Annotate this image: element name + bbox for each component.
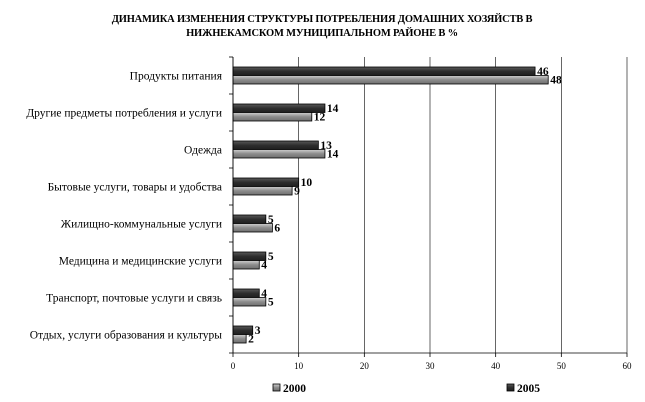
x-tick-label: 60 xyxy=(623,361,633,371)
data-label-2005: 3 xyxy=(255,325,261,337)
data-label-2005: 14 xyxy=(327,103,339,115)
bar-2005 xyxy=(232,140,319,150)
data-label-2005: 46 xyxy=(537,66,549,78)
bar-2005 xyxy=(232,103,326,113)
category-label: Медицина и медицинские услуги xyxy=(59,256,222,268)
data-label-2005: 4 xyxy=(261,288,267,300)
data-label-2000: 2 xyxy=(248,334,254,346)
x-tick-label: 20 xyxy=(360,361,370,371)
category-label: Отдых, услуги образования и культуры xyxy=(30,330,222,342)
x-axis: 0 10 20 30 40 50 60 xyxy=(229,56,633,371)
bar-2000 xyxy=(232,297,267,307)
data-label-2000: 14 xyxy=(327,149,339,161)
gridlines xyxy=(232,57,628,353)
bar-2000 xyxy=(232,260,260,270)
data-label-2000: 12 xyxy=(314,112,326,124)
bar-2000 xyxy=(232,75,549,85)
bar-2000 xyxy=(232,149,326,159)
category-labels: Продукты питания Другие предметы потребле… xyxy=(26,71,222,342)
data-label-2000: 48 xyxy=(550,75,562,87)
bar-2000 xyxy=(232,112,313,122)
data-label-2000: 9 xyxy=(294,186,300,198)
x-tick-label: 0 xyxy=(231,361,236,371)
x-tick-label: 10 xyxy=(294,361,304,371)
bar-2005 xyxy=(232,288,260,298)
bar-2000 xyxy=(232,334,247,344)
legend-label-2005: 2005 xyxy=(517,383,540,395)
chart-title-line-2: НИЖНЕКАМСКОМ МУНИЦИПАЛЬНОМ РАЙОНЕ В % xyxy=(186,27,458,39)
bar-2005 xyxy=(232,66,536,76)
data-label-2005: 10 xyxy=(301,177,313,189)
category-label: Бытовые услуги, товары и удобства xyxy=(48,182,222,194)
legend-swatch-2000 xyxy=(272,383,281,392)
category-label: Одежда xyxy=(184,145,222,157)
bar-2005 xyxy=(232,177,300,187)
data-label-2005: 5 xyxy=(268,251,274,263)
x-tick-label: 50 xyxy=(557,361,567,371)
data-label-2005: 5 xyxy=(268,214,274,226)
data-label-2000: 6 xyxy=(274,223,280,235)
bar-2000 xyxy=(232,186,293,196)
bar-2000 xyxy=(232,223,273,233)
category-label: Продукты питания xyxy=(130,71,223,83)
x-tick-label: 40 xyxy=(491,361,501,371)
category-label: Жилищно-коммунальные услуги xyxy=(61,219,222,231)
data-label-2005: 13 xyxy=(320,140,332,152)
legend: 2000 2005 xyxy=(272,383,540,395)
category-label: Другие предметы потребления и услуги xyxy=(26,108,222,120)
chart-title-line-1: ДИНАМИКА ИЗМЕНЕНИЯ СТРУКТУРЫ ПОТРЕБЛЕНИЯ… xyxy=(112,13,533,25)
category-label: Транспорт, почтовые услуги и связь xyxy=(46,293,222,305)
data-label-2000: 5 xyxy=(268,297,274,309)
x-tick-label: 30 xyxy=(426,361,436,371)
legend-swatch-2005 xyxy=(506,383,515,392)
data-label-2000: 4 xyxy=(261,260,267,272)
bar-2005 xyxy=(232,214,267,224)
legend-label-2000: 2000 xyxy=(283,383,306,395)
